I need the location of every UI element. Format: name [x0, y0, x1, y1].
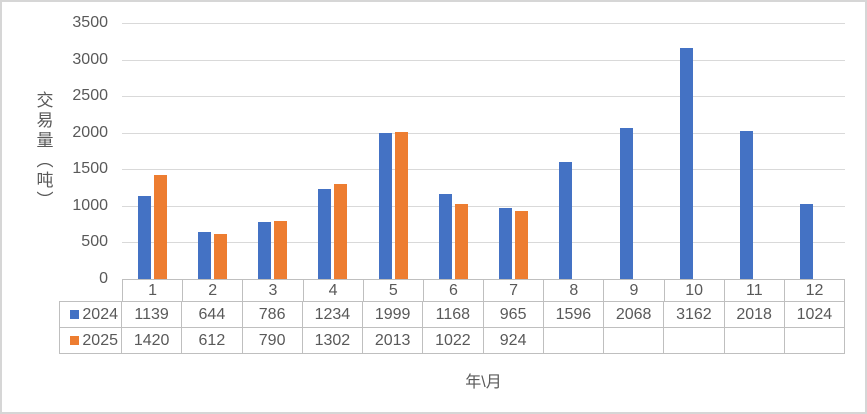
table-cell-2025-month-8	[543, 328, 604, 354]
bar-2024-month-2	[197, 231, 211, 279]
bar-2025-month-7	[515, 211, 529, 279]
gridline	[122, 205, 845, 207]
bar-2024-month-10	[679, 47, 693, 279]
gridline	[122, 23, 845, 24]
x-tick-label-7: 7	[484, 280, 545, 301]
bar-2025-month-6	[454, 204, 468, 279]
table-cell-2025-month-6: 1022	[423, 328, 484, 354]
category-column-6	[423, 23, 483, 279]
category-column-11	[725, 23, 785, 279]
table-cell-2024-month-6: 1168	[423, 302, 484, 328]
table-cell-2024-month-12: 1024	[784, 302, 845, 328]
table-cell-2025-month-7: 924	[483, 328, 544, 354]
gridline	[122, 132, 845, 134]
table-cell-2024-month-4: 1234	[302, 302, 363, 328]
y-tick-label: 2000	[72, 123, 108, 141]
x-tick-label-10: 10	[665, 280, 725, 301]
x-tick-label-1: 1	[123, 280, 184, 301]
bar-2024-month-6	[438, 193, 452, 279]
category-column-1	[122, 23, 182, 279]
category-column-7	[484, 23, 544, 279]
bar-2024-month-7	[499, 208, 513, 279]
table-cell-2025-month-1: 1420	[122, 328, 183, 354]
bar-2025-month-3	[274, 221, 288, 279]
category-column-9	[604, 23, 664, 279]
table-cell-2025-month-9	[604, 328, 665, 354]
bar-2024-month-11	[740, 131, 754, 279]
bars-layer	[122, 23, 845, 279]
table-row-2025: 2025 1420 612 790 1302 2013 1022 924	[60, 328, 845, 354]
y-tick-label: 1000	[72, 196, 108, 214]
table-cell-2025-month-4: 1302	[302, 328, 363, 354]
table-cell-2025-month-10	[664, 328, 725, 354]
bar-2025-month-1	[153, 175, 167, 279]
bar-2024-month-5	[378, 132, 392, 279]
legend-cell-2025: 2025	[60, 328, 122, 354]
y-axis-title: 交易量（吨）	[30, 23, 56, 279]
table-cell-2025-month-2: 612	[182, 328, 243, 354]
category-column-5	[363, 23, 423, 279]
gridline	[122, 169, 845, 171]
y-tick-label: 3500	[72, 14, 108, 31]
category-column-4	[303, 23, 363, 279]
table-cell-2025-month-3: 790	[242, 328, 303, 354]
y-tick-label: 500	[81, 233, 108, 251]
table-cell-2024-month-8: 1596	[543, 302, 604, 328]
gridline	[122, 242, 845, 244]
table-cell-2024-month-9: 2068	[604, 302, 665, 328]
x-axis-title: 年\月	[465, 374, 502, 391]
plot-area	[122, 23, 845, 280]
x-axis-category-labels: 1 2 3 4 5 6 7 8 9 10 11 12	[122, 280, 846, 301]
bar-2024-month-8	[559, 162, 573, 279]
legend-cell-2024: 2024	[60, 302, 122, 328]
category-column-12	[785, 23, 845, 279]
table-cell-2024-month-3: 786	[242, 302, 303, 328]
bar-2024-month-4	[318, 188, 332, 279]
y-tick-label: 3000	[72, 50, 108, 68]
y-tick-label: 1500	[72, 160, 108, 178]
category-column-2	[182, 23, 242, 279]
bar-2025-month-2	[213, 234, 227, 279]
bar-2025-month-4	[334, 183, 348, 279]
table-cell-2025-month-5: 2013	[363, 328, 424, 354]
legend-label-2024: 2024	[82, 305, 118, 323]
x-tick-label-5: 5	[364, 280, 424, 301]
bar-2024-month-12	[800, 204, 814, 279]
legend-swatch-2024	[70, 310, 80, 319]
category-column-10	[664, 23, 724, 279]
x-tick-label-11: 11	[725, 280, 785, 301]
table-cell-2024-month-5: 1999	[363, 302, 424, 328]
table-cell-2024-month-2: 644	[182, 302, 243, 328]
x-tick-label-8: 8	[544, 280, 605, 301]
table-row-2024: 2024 1139 644 786 1234 1999 1168 965 1596 2068 316…	[60, 302, 845, 328]
gridline	[122, 59, 845, 61]
bar-2025-month-5	[394, 131, 408, 279]
table-cell-2024-month-1: 1139	[122, 302, 183, 328]
category-column-8	[544, 23, 604, 279]
legend-swatch-2025	[70, 336, 80, 345]
data-table: 2024 1139 644 786 1234 1999 1168 965 1596 2068 316…	[59, 301, 845, 354]
table-cell-2025-month-12	[784, 328, 845, 354]
bar-2024-month-1	[137, 195, 151, 279]
table-cell-2025-month-11	[724, 328, 785, 354]
x-tick-label-9: 9	[604, 280, 665, 301]
legend-label-2025: 2025	[82, 331, 118, 349]
bar-2024-month-9	[619, 127, 633, 279]
bar-2024-month-3	[258, 221, 272, 279]
x-tick-label-3: 3	[243, 280, 304, 301]
table-cell-2024-month-7: 965	[483, 302, 544, 328]
table-cell-2024-month-10: 3162	[664, 302, 725, 328]
category-column-3	[243, 23, 303, 279]
y-axis-tick-labels: 0 500 1000 1500 2000 2500 3000 3500	[2, 15, 108, 287]
y-tick-label: 2500	[72, 87, 108, 105]
table-cell-2024-month-11: 2018	[724, 302, 785, 328]
x-tick-label-4: 4	[304, 280, 364, 301]
x-tick-label-6: 6	[424, 280, 485, 301]
x-tick-label-2: 2	[183, 280, 244, 301]
y-axis-title-text: 交易量（吨）	[33, 91, 53, 211]
x-tick-label-12: 12	[785, 280, 846, 301]
gridline	[122, 96, 845, 98]
y-tick-label: 0	[99, 270, 108, 287]
